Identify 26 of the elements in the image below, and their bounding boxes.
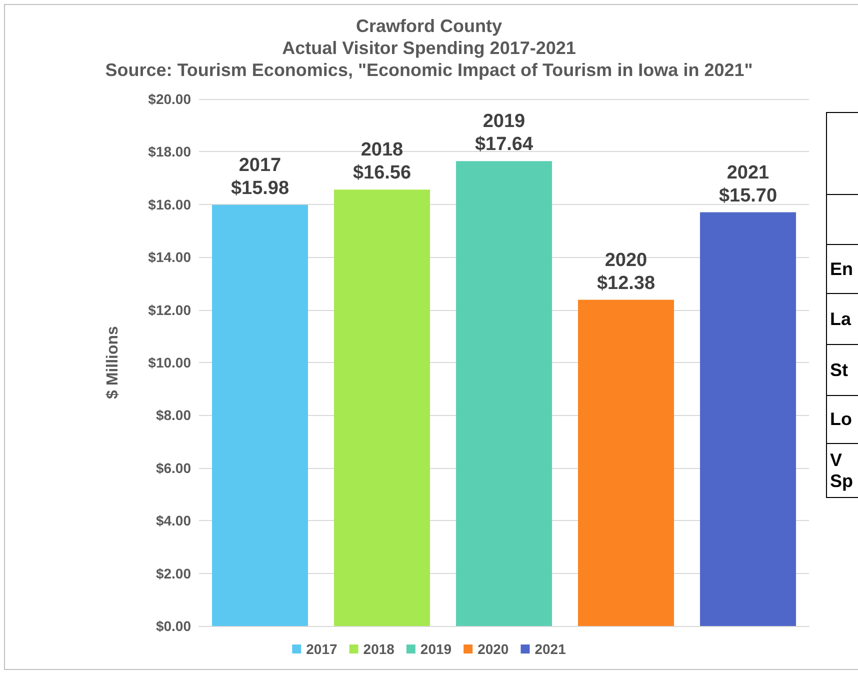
source-note: Source: Tourism Economics, "Economic Impact of Tourism in Iowa in 2021"	[105, 60, 753, 80]
y-tick-label: $4.00	[156, 512, 192, 529]
y-tick-label: $0.00	[156, 618, 192, 634]
data-label: 2017 $15.98	[230, 154, 290, 199]
chart-title: Crawford County	[356, 16, 502, 36]
y-tick-label: $18.00	[148, 144, 192, 160]
y-tick-label: $20.00	[148, 91, 192, 107]
data-label: 2019 $17.64	[474, 111, 534, 156]
y-tick-label: $8.00	[156, 407, 192, 424]
chart-subtitle: Actual Visitor Spending 2017-2021	[282, 38, 576, 58]
table: En La St Lo V Sp	[826, 112, 858, 498]
data-label: 2021 $15.70	[718, 162, 778, 206]
y-tick-label: $2.00	[156, 565, 192, 582]
y-tick-label: $14.00	[148, 249, 192, 266]
legend-label: 2018	[363, 641, 395, 657]
y-axis-title: $ Millions	[104, 326, 122, 399]
y-tick-label: $12.00	[148, 302, 192, 318]
legend-label: 2021	[534, 641, 566, 657]
y-tick-label: $10.00	[148, 354, 192, 370]
legend-label: 2019	[420, 641, 452, 657]
y-tick-label: $16.00	[148, 196, 192, 212]
legend-label: 2020	[478, 641, 509, 657]
y-tick-label: $6.00	[156, 460, 192, 476]
data-label: 2018 $16.56	[352, 140, 412, 184]
data-label: 2020 $12.38	[596, 250, 656, 294]
legend-label: 2017	[306, 641, 338, 657]
